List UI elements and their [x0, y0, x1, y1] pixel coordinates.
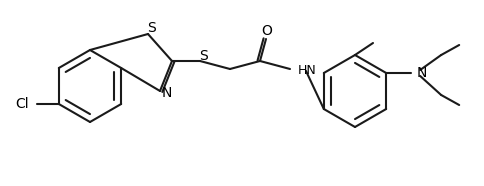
Text: S: S	[147, 21, 155, 35]
Text: S: S	[199, 49, 209, 63]
Text: HN: HN	[298, 65, 317, 78]
Text: N: N	[416, 66, 426, 80]
Text: N: N	[162, 86, 172, 100]
Text: O: O	[261, 24, 272, 38]
Text: Cl: Cl	[15, 97, 29, 111]
